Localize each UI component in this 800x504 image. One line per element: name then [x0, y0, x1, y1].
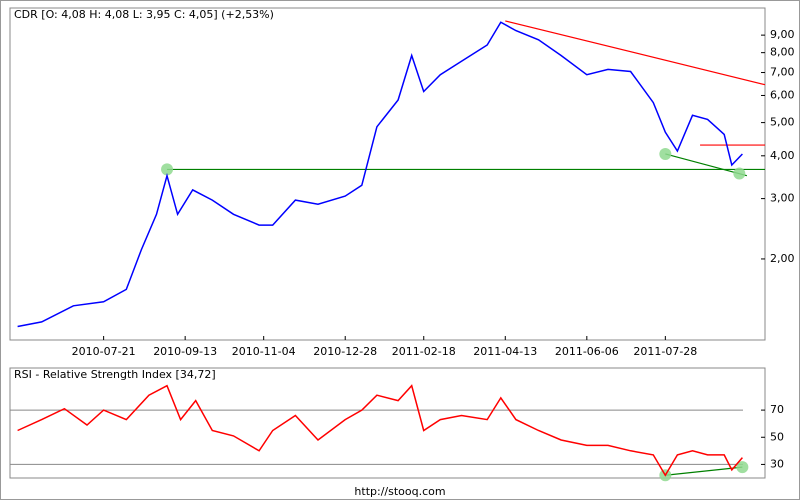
footer: http://stooq.com	[354, 485, 445, 498]
y-tick-label: 6,00	[770, 88, 795, 101]
plot-area	[9, 367, 766, 479]
y-tick-label: 3,00	[770, 192, 795, 205]
y-tick-label: 8,00	[770, 46, 795, 59]
highlight-marker	[659, 147, 672, 160]
x-tick-label: 2011-04-13	[473, 345, 537, 358]
series-line	[17, 384, 743, 477]
x-tick-label: 2010-12-28	[313, 345, 377, 358]
x-tick-label: 2010-09-13	[153, 345, 217, 358]
highlight-marker	[161, 163, 174, 176]
trend-line	[665, 466, 743, 476]
trend-line	[505, 20, 766, 86]
y-tick-label: 5,00	[770, 116, 795, 129]
y-tick-label: 7,00	[770, 66, 795, 79]
y-tick-label: 9,00	[770, 28, 795, 41]
x-tick-label: 2011-07-28	[633, 345, 697, 358]
highlight-marker	[736, 461, 749, 474]
x-tick-label: 2011-02-18	[392, 345, 456, 358]
y-tick-label: 70	[770, 403, 784, 416]
panel-title: CDR [O: 4,08 H: 4,08 L: 3,95 C: 4,05] (+…	[14, 8, 274, 21]
y-tick-label: 50	[770, 430, 784, 443]
x-tick-label: 2010-07-21	[72, 345, 136, 358]
y-tick-label: 30	[770, 457, 784, 470]
panel-title: RSI - Relative Strength Index [34,72]	[14, 368, 216, 381]
x-tick-label: 2010-11-04	[232, 345, 296, 358]
y-tick-label: 2,00	[770, 252, 795, 265]
x-tick-label: 2011-06-06	[555, 345, 619, 358]
y-tick-label: 4,00	[770, 149, 795, 162]
series-line	[17, 21, 743, 328]
plot-area	[9, 7, 766, 341]
highlight-marker	[733, 167, 746, 180]
trend-line	[665, 153, 748, 177]
